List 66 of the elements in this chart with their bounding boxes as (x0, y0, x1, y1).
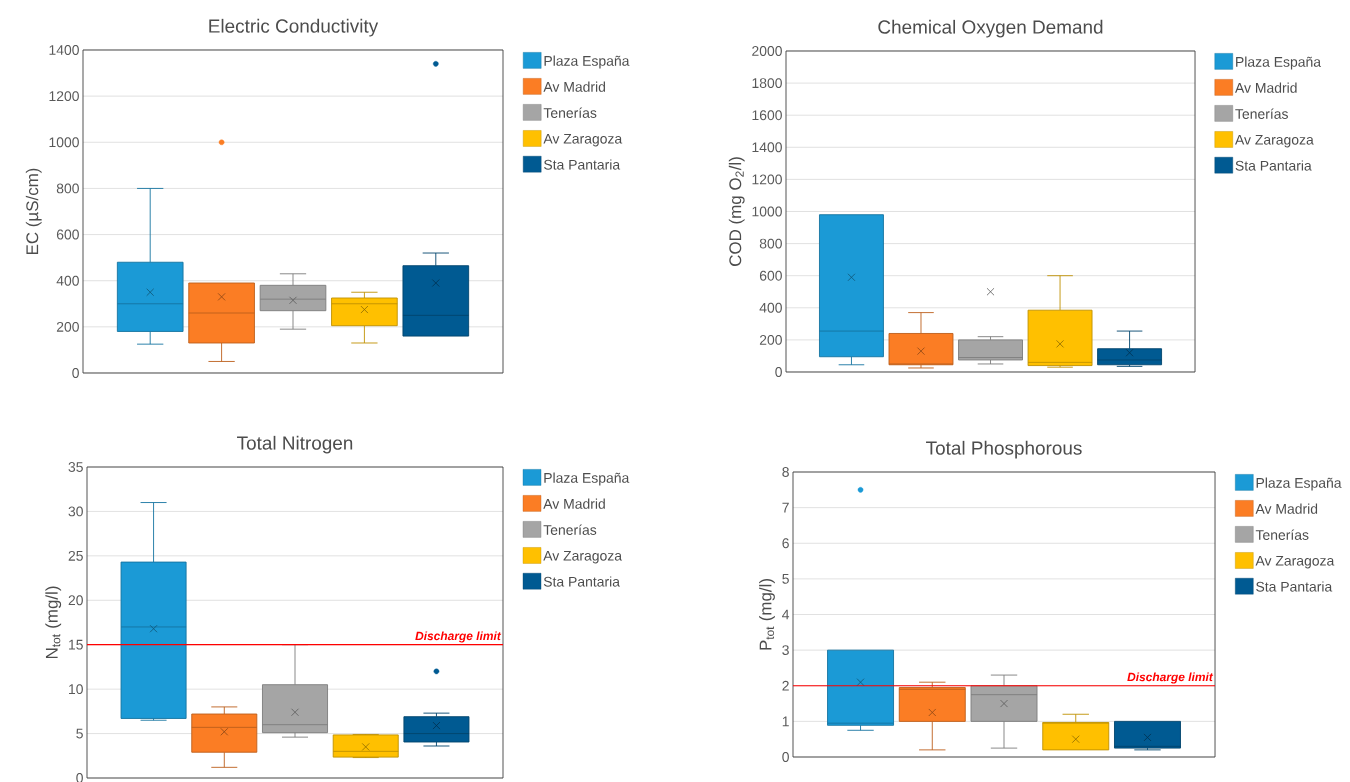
y-tick-label: 200 (759, 334, 782, 345)
y-tick-label: 1200 (752, 174, 782, 185)
y-tick-label: 7 (782, 502, 789, 513)
legend-label: Av Zaragoza (1234, 134, 1314, 148)
y-tick-label: 35 (68, 462, 83, 472)
y-tick-label: 600 (56, 229, 79, 240)
legend-label: Av Madrid (543, 81, 605, 92)
y-tick-label: 1400 (752, 142, 782, 153)
legend-label: Tenerías (543, 524, 597, 535)
y-tick-label: 0 (775, 367, 782, 377)
legend-label: Plaza España (544, 55, 630, 69)
y-tick-label: 5 (76, 728, 83, 739)
legend-label: Plaza España (544, 472, 630, 486)
legend-label: Sta Pantaria (1256, 581, 1333, 592)
legend-label: Av Zaragoza (1255, 555, 1335, 569)
legend-label: Sta Pantaria (544, 159, 621, 170)
y-axis-title: COD (mg O$_{2}$/l) (728, 157, 745, 266)
y-tick-label: 2000 (752, 46, 782, 56)
y-tick-label: 10 (69, 684, 83, 695)
y-tick-label: 1 (782, 716, 789, 727)
legend-label: Av Zaragoza (543, 133, 623, 147)
legend-label: Av Madrid (1255, 503, 1318, 514)
y-tick-label: 6 (782, 538, 789, 549)
legend-label: Plaza España (1256, 477, 1342, 491)
legend-label: Av Madrid (1234, 82, 1297, 93)
legend-label: Tenerías (1255, 529, 1309, 540)
y-tick-label: 1600 (752, 110, 782, 121)
y-tick-label: 20 (68, 595, 83, 606)
y-tick-label: 5 (782, 574, 789, 584)
y-tick-label: 1200 (49, 91, 79, 102)
y-tick-label: 1400 (49, 45, 79, 55)
ref-line-label: Discharge limit (1127, 672, 1214, 684)
legend-label: Av Madrid (543, 498, 605, 509)
y-tick-label: 600 (759, 270, 782, 281)
legend-label: Sta Pantaria (1235, 160, 1312, 171)
y-tick-label: 8 (782, 467, 789, 477)
y-tick-label: 0 (72, 368, 79, 378)
y-tick-label: 1000 (49, 137, 79, 148)
y-tick-label: 4 (782, 609, 790, 620)
y-tick-label: 3 (782, 645, 789, 656)
y-tick-label: 400 (759, 302, 782, 313)
chart-title: Total Nitrogen (237, 435, 353, 454)
y-tick-label: 25 (68, 550, 83, 561)
legend-label: Tenerías (1235, 108, 1288, 119)
y-tick-label: 1800 (752, 78, 782, 89)
legend-label: Av Zaragoza (543, 550, 623, 564)
y-tick-label: 2 (782, 680, 789, 691)
chart-title: Chemical Oxygen Demand (878, 19, 1103, 38)
y-tick-label: 1000 (752, 206, 782, 217)
y-tick-label: 200 (56, 321, 79, 332)
y-tick-label: 800 (56, 183, 79, 194)
legend-label: Sta Pantaria (543, 576, 620, 587)
chart-title: Electric Conductivity (209, 18, 379, 37)
chart-title: Total Phosphorous (926, 440, 1082, 459)
y-tick-label: 800 (759, 238, 782, 249)
y-tick-label: 30 (68, 506, 83, 517)
legend-label: Plaza España (1236, 56, 1322, 70)
legend-label: Tenerías (543, 107, 597, 118)
y-tick-label: 15 (69, 639, 83, 650)
y-tick-label: 400 (56, 275, 79, 286)
y-axis-title: EC (µS/cm) (25, 168, 42, 255)
y-tick-label: 0 (76, 773, 83, 782)
y-axis-title: N$_{tot}$ (mg/l) (45, 586, 62, 659)
ref-line-label: Discharge limit (415, 631, 502, 643)
y-axis-title: P$_{tot}$ (mg/l) (759, 579, 775, 650)
y-tick-label: 0 (782, 752, 789, 762)
